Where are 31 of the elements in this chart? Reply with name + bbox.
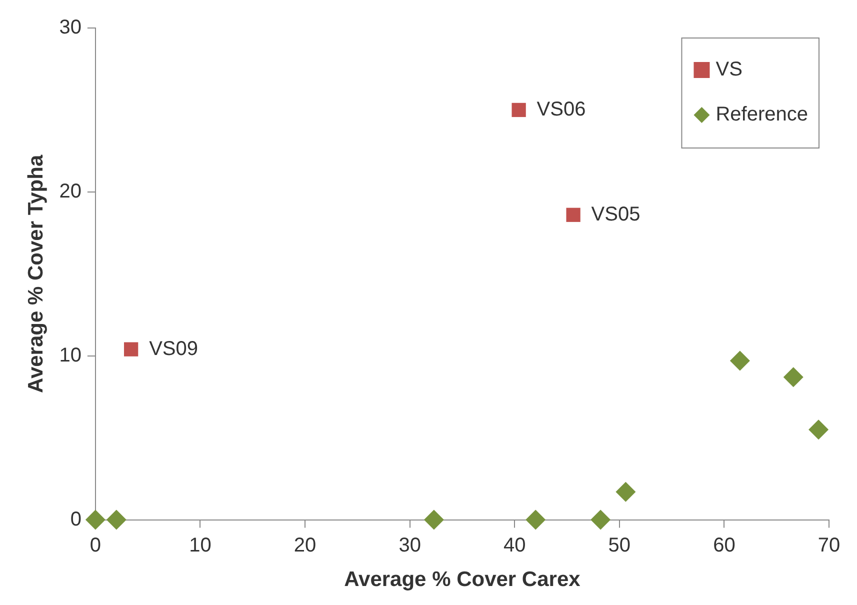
x-tick-label: 0 [90, 534, 102, 556]
annotation: VS06 [536, 98, 586, 120]
point [526, 510, 546, 530]
y-axis-title: Average % Cover Typha [24, 154, 48, 393]
annotation: VS05 [591, 203, 640, 226]
point [512, 102, 526, 118]
point [730, 350, 750, 371]
legend-label: VS [716, 58, 742, 81]
x-tick-label: 60 [713, 534, 736, 556]
point [783, 367, 804, 388]
point [424, 510, 444, 530]
x-tick-label: 10 [189, 534, 212, 556]
y-tick-label: 20 [59, 180, 82, 202]
point [808, 420, 829, 440]
point [124, 342, 138, 356]
x-tick-label: 20 [294, 534, 316, 556]
x-tick-label: 70 [818, 534, 840, 556]
y-tick-label: 10 [59, 344, 82, 366]
y-tick-label: 30 [59, 16, 82, 39]
point [616, 482, 636, 502]
point [106, 510, 126, 530]
x-tick-label: 30 [398, 534, 421, 556]
x-tick-label: 40 [503, 534, 526, 556]
point [566, 208, 580, 222]
x-axis-title: Average % Cover Carex [344, 568, 581, 592]
x-tick-label: 50 [608, 534, 631, 556]
annotation: VS09 [149, 338, 198, 360]
point [590, 510, 611, 530]
point [85, 510, 106, 530]
legend-label: Reference [716, 104, 808, 126]
y-tick-label: 0 [70, 508, 82, 530]
